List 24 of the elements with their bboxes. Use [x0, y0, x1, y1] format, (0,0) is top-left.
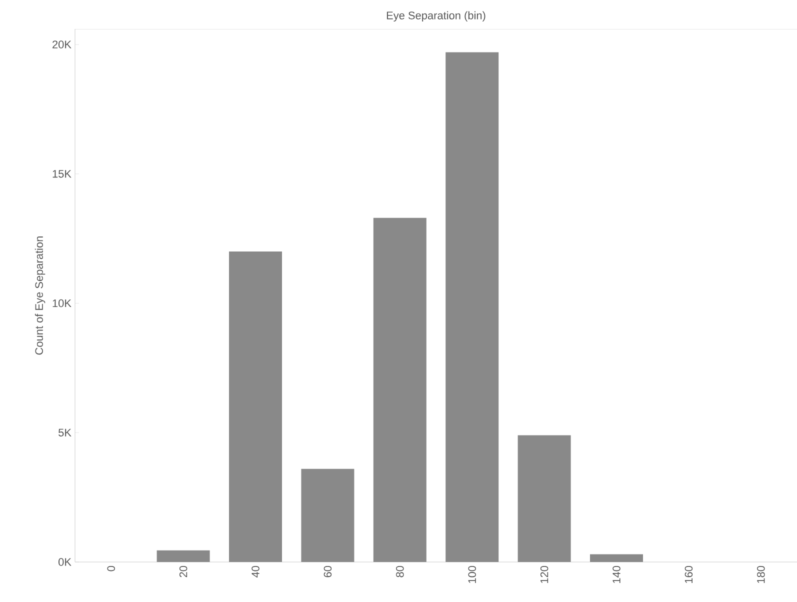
bar	[301, 468, 354, 562]
x-tick-label: 60	[324, 566, 332, 578]
x-tick-label: 20	[179, 566, 188, 578]
x-tick-label: 80	[396, 566, 404, 578]
y-tick-label: 5K	[58, 428, 72, 436]
y-axis-title: Count of Eye Separation	[34, 236, 46, 355]
y-tick-label: 0K	[58, 558, 72, 566]
y-tick-label: 10K	[52, 299, 72, 308]
x-tick-label: 160	[684, 566, 693, 583]
bar	[518, 435, 571, 562]
bar	[229, 252, 282, 562]
chart-title: Eye Separation (bin)	[386, 11, 486, 22]
x-tick-label: 140	[612, 566, 620, 583]
x-tick-label: 100	[468, 566, 476, 583]
x-tick-label: 120	[540, 566, 548, 583]
x-tick-label: 0	[107, 566, 115, 572]
bar	[590, 554, 644, 562]
bar	[446, 52, 499, 562]
x-tick-label: 40	[252, 566, 260, 578]
x-tick-label: 180	[757, 566, 765, 583]
bar	[156, 550, 210, 562]
y-tick-label: 20K	[52, 40, 72, 48]
y-tick-label: 15K	[52, 170, 72, 178]
bar	[373, 218, 426, 562]
